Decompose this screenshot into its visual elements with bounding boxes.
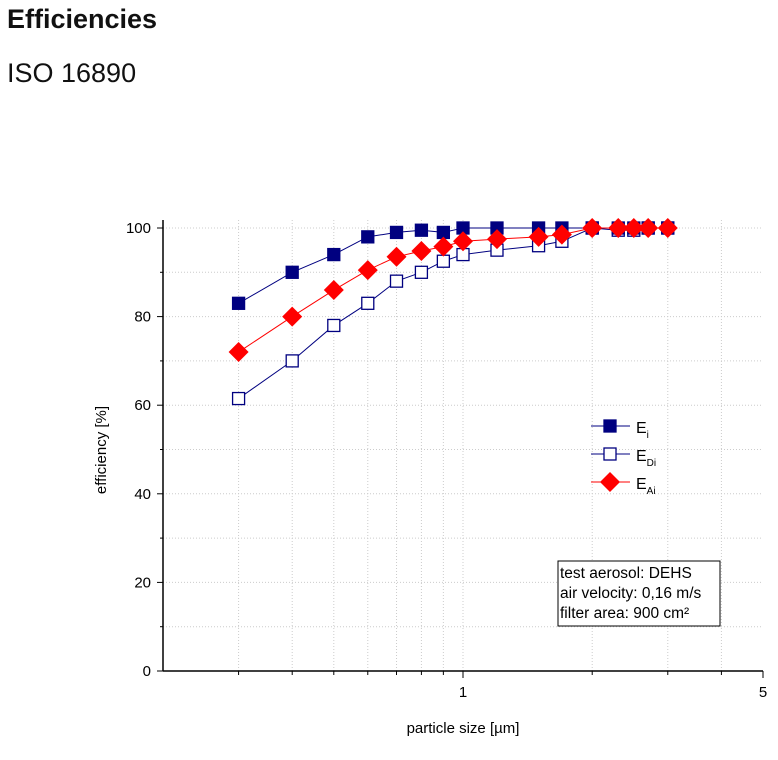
data-point [608,218,629,238]
y-tick-label: 40 [134,486,151,503]
series-i [231,221,675,310]
data-point [411,241,432,262]
annotation-box [557,560,721,627]
legend-label: EAi [636,476,656,497]
legend-marker [603,419,617,433]
annotation-text: air velocity: 0,16 m/s [560,585,702,602]
y-axis-label: efficiency [%] [93,406,110,494]
data-point [582,218,603,238]
series-line [238,227,668,304]
page-title: Efficiencies [7,4,158,34]
data-point [389,274,404,288]
data-point [285,265,299,279]
data-point [414,223,429,237]
legend-label: EDi [636,448,656,469]
data-point [389,225,404,240]
y-tick-label: 80 [134,309,151,326]
legend-marker [600,472,620,492]
series-line [238,227,668,399]
data-point [433,236,454,257]
x-axis-label: particle size [µm] [407,720,520,737]
data-point [361,230,375,244]
data-point [357,260,378,281]
x-tick-label: 1 [459,684,467,701]
annotation-text: filter area: 900 cm² [560,605,689,622]
data-point [623,218,644,238]
y-tick-label: 100 [126,220,151,237]
y-tick-label: 60 [134,397,151,414]
data-point [228,342,249,363]
page-subtitle: ISO 16890 [7,58,137,88]
data-point [327,247,341,262]
x-tick-label: 5 [759,684,767,701]
data-point [386,246,407,267]
legend-label: Ei [636,420,649,441]
data-point [327,318,341,333]
data-point [436,254,451,268]
data-point [361,296,375,310]
series-Ai [228,218,678,363]
data-point [231,296,246,310]
data-point [285,354,299,368]
legend-marker [603,447,617,461]
data-point [551,224,572,245]
data-point [414,265,429,279]
data-point [231,391,246,406]
data-point [323,280,344,301]
data-point [638,218,659,238]
data-point [657,218,678,238]
y-tick-label: 0 [143,663,151,680]
data-point [486,229,507,250]
data-point [453,231,473,252]
y-tick-label: 20 [134,574,151,591]
data-point [528,226,549,247]
data-point [282,306,303,327]
annotation-text: test aerosol: DEHS [560,565,692,582]
